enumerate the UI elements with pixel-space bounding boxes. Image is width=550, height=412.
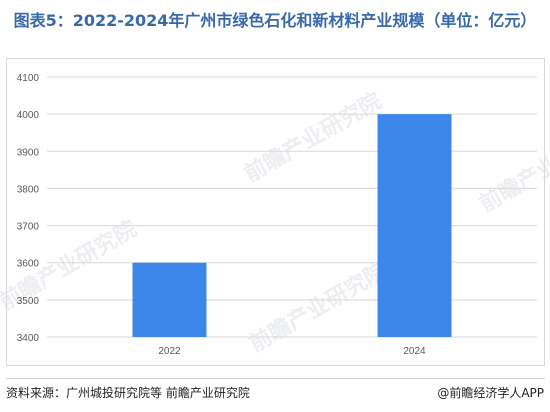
x-tick-label: 2024 [403,346,426,357]
y-tick-label: 3900 [17,147,40,158]
y-tick-label: 4000 [17,110,40,121]
chart-area: 3400 3500 3600 3700 3800 3900 4000 4100 2022 2024 [6,58,545,366]
y-tick-label: 4100 [17,73,40,84]
y-tick-label: 3400 [17,333,40,344]
bar-chart: 3400 3500 3600 3700 3800 3900 4000 4100 2022 2024 [17,73,537,357]
y-tick-label: 3700 [17,222,40,233]
bar-2024 [377,114,452,337]
credit-note: @前瞻经济学人APP [437,386,544,400]
x-tick-label: 2022 [158,346,181,357]
bar-2022 [132,262,207,337]
footer-divider [6,378,545,379]
y-tick-label: 3600 [17,259,40,270]
source-note: 资料来源：广州城投研究院等 前瞻产业研究院 [6,386,250,400]
y-tick-label: 3500 [17,296,40,307]
chart-title: 图表5：2022-2024年广州市绿色石化和新材料产业规模（单位：亿元） [13,11,537,30]
y-tick-label: 3800 [17,184,40,195]
